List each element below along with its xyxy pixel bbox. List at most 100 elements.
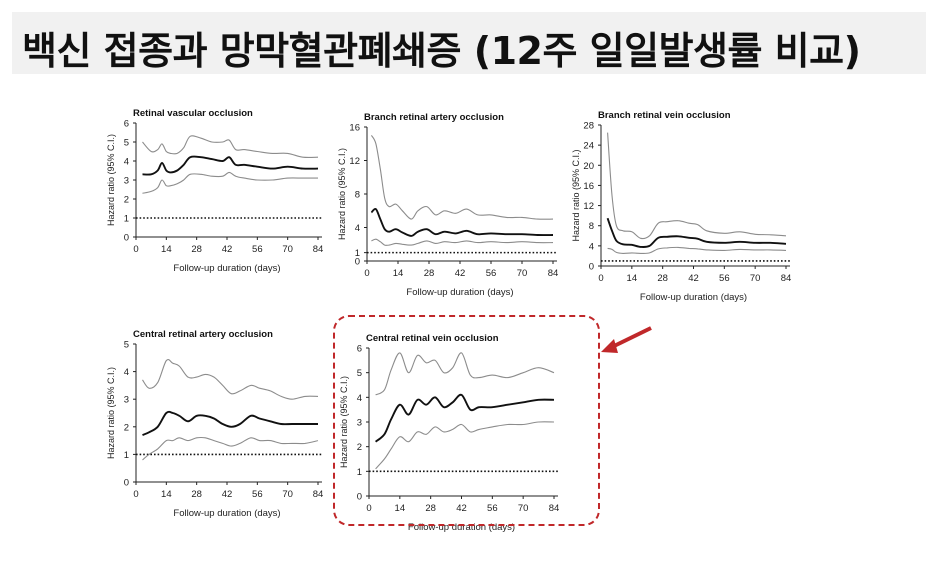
y-tick-label: 4	[357, 393, 362, 404]
x-tick-label: 42	[688, 273, 699, 284]
y-tick-label: 5	[124, 340, 129, 351]
x-tick-label: 84	[549, 503, 560, 514]
series-line-ci-lower	[371, 238, 554, 246]
series-line-ci-lower	[142, 436, 319, 461]
chart-title: Retinal vascular occlusion	[133, 108, 253, 119]
x-tick-label: 28	[191, 244, 202, 255]
y-tick-label: 24	[583, 141, 594, 152]
chart-central-retinal-vein-occlusion: Central retinal vein occlusion 0 1 2 3 4 5 6 0 14…	[333, 329, 573, 533]
x-tick-label: 14	[393, 268, 404, 279]
x-tick-label: 14	[161, 244, 172, 255]
x-axis-label: Follow-up duration (days)	[173, 263, 280, 274]
x-tick-label: 42	[222, 244, 233, 255]
x-tick-label: 56	[486, 268, 497, 279]
x-tick-label: 14	[395, 503, 406, 514]
y-tick-label: 16	[583, 181, 594, 192]
series-line-ci-upper	[142, 135, 319, 159]
y-tick-label: 8	[589, 221, 594, 232]
x-tick-label: 42	[456, 503, 467, 514]
chart-svg: Branch retinal vein occlusion 0 4 8 12 16 20 24…	[571, 110, 792, 303]
y-tick-label: 1	[124, 450, 129, 461]
y-axis-label: Hazard ratio (95% C.I.)	[339, 376, 349, 468]
y-tick-label: 3	[357, 418, 362, 429]
y-axis-label: Hazard ratio (95% C.I.)	[337, 148, 347, 240]
series-line-estimate	[142, 155, 319, 176]
x-tick-label: 70	[282, 244, 293, 255]
x-tick-label: 14	[627, 273, 638, 284]
chart-branch-retinal-artery-occlusion: Branch retinal artery occlusion 0 1 4 8 12 16 0…	[332, 106, 572, 306]
x-tick-label: 70	[282, 489, 293, 500]
series-line-ci-upper	[607, 132, 787, 240]
x-tick-label: 70	[750, 273, 761, 284]
x-tick-label: 0	[598, 273, 603, 284]
y-axis-label: Hazard ratio (95% C.I.)	[106, 367, 116, 459]
chart-title: Branch retinal vein occlusion	[598, 110, 731, 121]
x-tick-label: 84	[781, 273, 792, 284]
y-axis-label: Hazard ratio (95% C.I.)	[106, 134, 116, 226]
chart-title: Central retinal vein occlusion	[366, 333, 499, 344]
x-tick-label: 0	[366, 503, 371, 514]
x-tick-label: 56	[252, 244, 263, 255]
x-tick-label: 56	[719, 273, 730, 284]
y-tick-label: 6	[124, 119, 129, 130]
chart-title: Central retinal artery occlusion	[133, 329, 273, 340]
y-tick-label: 0	[124, 478, 129, 489]
x-tick-label: 28	[191, 489, 202, 500]
y-tick-label: 28	[583, 121, 594, 132]
y-tick-label: 4	[355, 223, 360, 234]
chart-central-retinal-artery-occlusion: Central retinal artery occlusion 0 1 2 3 4 5 0 1…	[100, 325, 340, 535]
series-line-ci-upper	[142, 358, 319, 400]
series-line-estimate	[606, 217, 787, 248]
x-tick-label: 0	[133, 489, 138, 500]
y-tick-label: 1	[357, 467, 362, 478]
chart-retinal-vascular-occlusion: Retinal vascular occlusion 0 1 2 3 4 5 6 0 14 28 42…	[100, 104, 340, 304]
x-tick-label: 28	[425, 503, 436, 514]
chart-branch-retinal-vein-occlusion: Branch retinal vein occlusion 0 4 8 12 16 20 24…	[562, 108, 802, 308]
x-tick-label: 42	[222, 489, 233, 500]
x-axis-label: Follow-up duration (days)	[173, 508, 280, 519]
y-tick-label: 6	[357, 344, 362, 355]
y-tick-label: 1	[355, 248, 360, 259]
x-tick-label: 14	[161, 489, 172, 500]
title-bar	[12, 12, 926, 74]
y-tick-label: 0	[589, 262, 594, 273]
x-tick-label: 84	[313, 489, 324, 500]
x-tick-label: 56	[487, 503, 498, 514]
y-tick-label: 2	[124, 195, 129, 206]
y-tick-label: 5	[357, 368, 362, 379]
series-line-ci-upper	[375, 352, 555, 396]
y-tick-label: 3	[124, 176, 129, 187]
series-line-ci-lower	[375, 421, 555, 470]
x-axis-label: Follow-up duration (days)	[408, 522, 515, 533]
y-axis-label: Hazard ratio (95% C.I.)	[571, 149, 581, 241]
y-tick-label: 20	[583, 161, 594, 172]
x-tick-label: 56	[252, 489, 263, 500]
x-tick-label: 0	[133, 244, 138, 255]
chart-svg: Retinal vascular occlusion 0 1 2 3 4 56 0 14 28 42…	[106, 108, 324, 274]
x-axis-label: Follow-up duration (days)	[406, 287, 513, 298]
series-line-estimate	[375, 393, 555, 443]
y-tick-label: 0	[124, 233, 129, 244]
y-tick-label: 12	[349, 156, 360, 167]
x-tick-label: 84	[548, 268, 559, 279]
x-tick-label: 28	[657, 273, 668, 284]
y-tick-label: 4	[124, 157, 129, 168]
y-tick-label: 0	[355, 257, 360, 268]
series-line-estimate	[142, 410, 318, 436]
y-tick-label: 4	[124, 367, 129, 378]
x-tick-label: 84	[313, 244, 324, 255]
x-tick-label: 70	[517, 268, 528, 279]
arrow-icon	[601, 326, 652, 353]
y-tick-label: 0	[357, 492, 362, 503]
x-tick-label: 70	[518, 503, 529, 514]
x-tick-label: 28	[424, 268, 435, 279]
series-line-ci-upper	[370, 135, 554, 220]
series-line-ci-lower	[607, 246, 787, 255]
y-tick-label: 16	[349, 123, 360, 134]
x-tick-label: 0	[364, 268, 369, 279]
page-title: 백신 접종과 망막혈관폐쇄증 (12주 일일발생률 비교)	[22, 29, 861, 73]
chart-svg: Branch retinal artery occlusion014812160…	[337, 112, 559, 298]
series-line-ci-lower	[142, 171, 318, 194]
y-tick-label: 1	[124, 214, 129, 225]
